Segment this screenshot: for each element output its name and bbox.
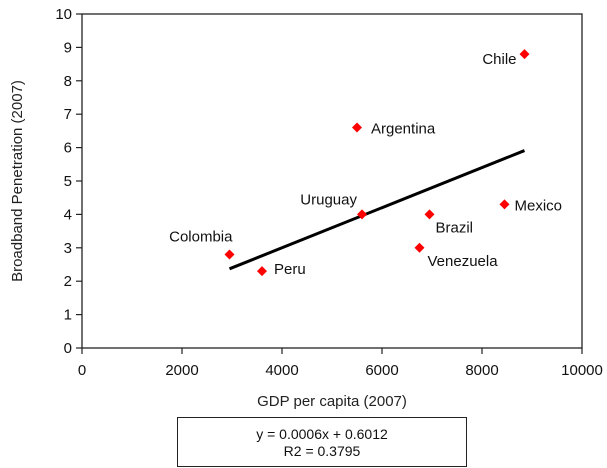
y-tick-label: 8 — [64, 73, 72, 90]
x-tick-label: 4000 — [265, 362, 298, 379]
x-axis-ticks: 0 2000 4000 6000 8000 10000 — [78, 348, 603, 379]
data-point-label: Peru — [274, 261, 306, 278]
data-point-label: Argentina — [371, 121, 436, 138]
data-points: Chile Argentina Mexico Uruguay Brazil Colombi… — [169, 49, 562, 278]
y-tick-label: 1 — [64, 307, 72, 324]
y-tick-label: 4 — [64, 206, 72, 223]
data-point-marker — [424, 209, 435, 220]
data-point-label: Brazil — [436, 219, 474, 236]
x-tick-label: 6000 — [365, 362, 398, 379]
x-tick-label: 2000 — [165, 362, 198, 379]
data-point-label: Venezuela — [428, 253, 499, 270]
y-tick-label: 6 — [64, 140, 72, 157]
y-tick-label: 0 — [64, 340, 72, 357]
y-tick-label: 7 — [64, 106, 72, 123]
data-point-label: Mexico — [515, 197, 563, 214]
data-point-marker — [257, 266, 267, 277]
data-point-marker — [224, 249, 235, 260]
x-tick-label: 0 — [78, 362, 86, 379]
x-axis-title: GDP per capita (2007) — [257, 393, 407, 410]
y-axis-ticks: 0 1 2 3 4 5 6 7 8 9 10 — [55, 6, 82, 357]
data-point-label: Uruguay — [300, 191, 357, 208]
r-squared-value: R2 = 0.3795 — [283, 443, 361, 459]
data-point-marker — [352, 122, 362, 133]
data-point-label: Colombia — [169, 228, 233, 245]
data-point-marker — [414, 242, 425, 253]
scatter-chart: 0 1 2 3 4 5 6 7 8 9 10 0 2000 4000 6000 8000 10000 Chil… — [9, 6, 603, 410]
y-axis-title: Broadband Penetration (2007) — [9, 80, 26, 282]
trendline-equation-box: y = 0.0006x + 0.6012 R2 = 0.3795 — [177, 417, 467, 467]
data-point-marker — [357, 209, 367, 220]
data-point-marker — [519, 49, 530, 60]
y-tick-label: 9 — [64, 39, 72, 56]
data-point-marker — [499, 199, 510, 210]
y-tick-label: 2 — [64, 273, 72, 290]
trendline-equation: y = 0.0006x + 0.6012 — [256, 426, 388, 442]
trendline — [228, 149, 526, 271]
x-tick-label: 10000 — [561, 362, 603, 379]
x-tick-label: 8000 — [465, 362, 498, 379]
y-tick-label: 10 — [55, 6, 72, 23]
y-tick-label: 3 — [64, 240, 72, 257]
y-tick-label: 5 — [64, 173, 72, 190]
data-point-label: Chile — [482, 51, 516, 68]
